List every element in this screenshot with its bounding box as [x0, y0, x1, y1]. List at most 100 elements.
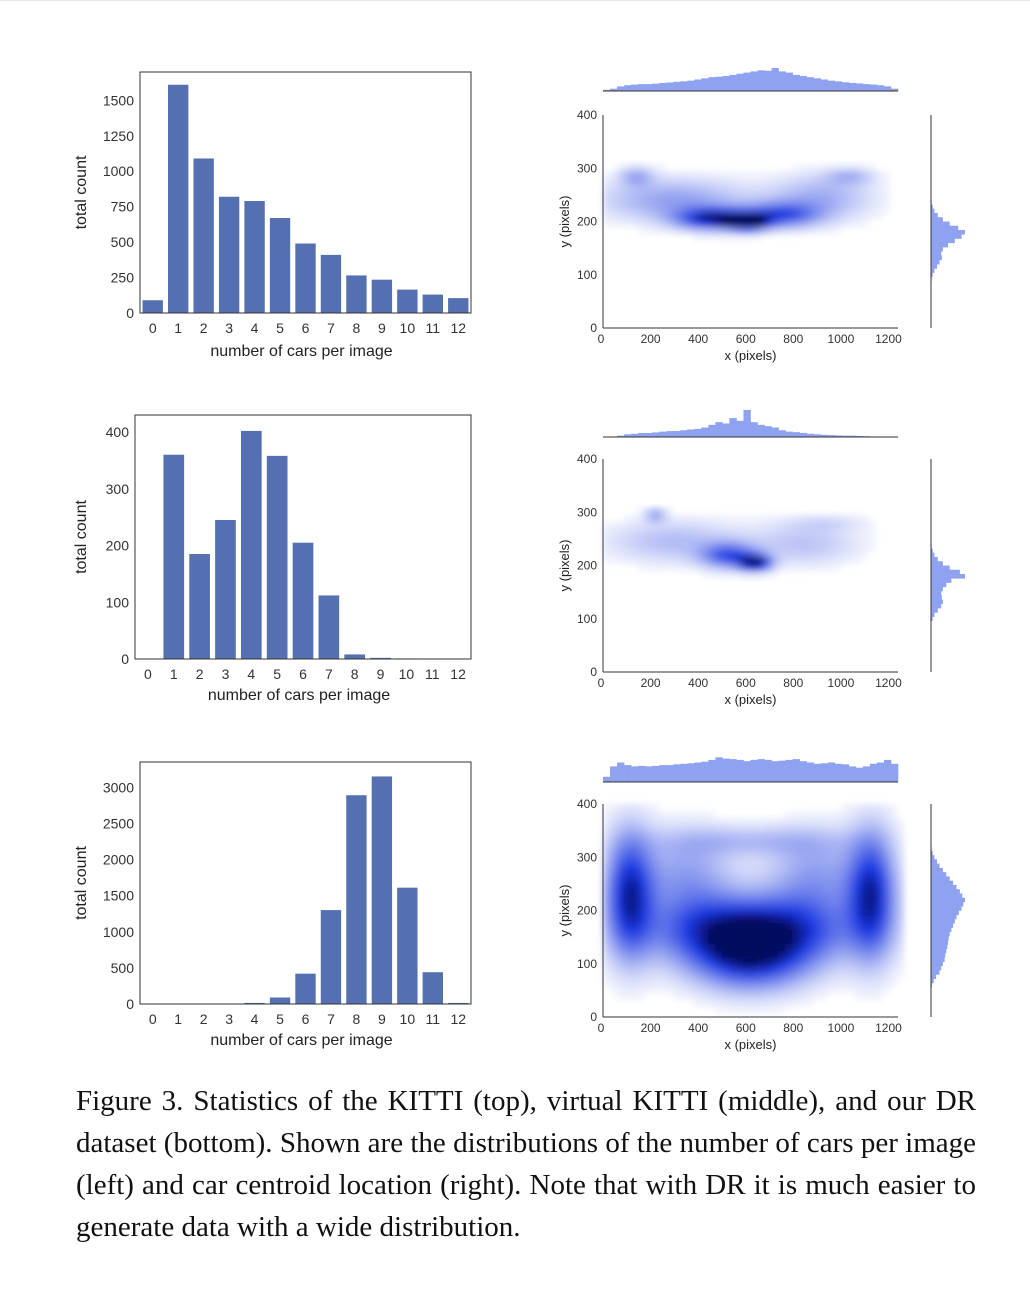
plot-frame [139, 71, 472, 314]
y-tick-label: 400 [106, 424, 130, 440]
y-marginal-bin [931, 574, 965, 579]
x-marginal-bin [694, 428, 702, 437]
dr-count-chart: 0 1 2 3 4 5 6 7 8 9 10 11 12050010001500200025003000… [73, 761, 472, 1049]
x-marginal-bin [708, 77, 716, 91]
x-marginal-bin [624, 765, 632, 782]
x-marginal-bin [736, 73, 744, 91]
x-tick-label: 800 [783, 332, 803, 346]
x-marginal-bin [645, 84, 653, 91]
y-tick-label: 0 [590, 665, 597, 679]
x-marginal-bin [785, 431, 793, 437]
y-marginal-bin [931, 961, 943, 967]
y-marginal-bin [931, 561, 943, 566]
bar-9 [371, 776, 393, 1004]
y-tick-label: 0 [126, 305, 134, 321]
x-marginal-bin [645, 766, 653, 782]
y-marginal-bin [931, 872, 947, 877]
x-tick-label: 1000 [828, 676, 855, 690]
y-marginal-histogram [930, 804, 965, 1017]
x-marginal-bin [701, 78, 709, 91]
bar-9 [370, 657, 391, 659]
x-tick-label: 4 [251, 1011, 259, 1027]
x-tick-label: 9 [378, 320, 386, 336]
x-marginal-bin [750, 71, 758, 91]
x-marginal-bin [834, 763, 843, 782]
y-marginal-bin [931, 217, 943, 222]
y-marginal-bin [931, 953, 946, 958]
x-marginal-bin [841, 435, 850, 437]
x-tick-label: 1200 [875, 1021, 902, 1035]
y-marginal-bin [931, 876, 950, 881]
x-marginal-bin [813, 763, 822, 782]
y-tick-label: 200 [577, 904, 597, 918]
x-marginal-histogram [603, 410, 898, 438]
x-marginal-bin [659, 765, 667, 782]
x-tick-label: 11 [426, 320, 441, 336]
x-marginal-bin [687, 763, 695, 782]
x-tick-label: 200 [641, 332, 661, 346]
bar-0 [142, 300, 163, 313]
y-marginal-bin [931, 893, 963, 899]
x-marginal-bin [750, 759, 758, 782]
x-tick-label: 11 [426, 1011, 441, 1027]
y-marginal-bin [931, 234, 962, 239]
x-marginal-bin [603, 89, 611, 91]
y-tick-label: 2000 [103, 852, 134, 868]
y-marginal-bin [931, 889, 960, 894]
x-marginal-bin [862, 766, 871, 782]
x-marginal-bin [610, 766, 618, 782]
x-marginal-bin [652, 432, 660, 437]
x-marginal-bin [813, 78, 822, 91]
x-tick-label: 10 [399, 666, 415, 682]
y-marginal-bin [931, 578, 952, 583]
y-marginal-bin [931, 923, 954, 928]
x-marginal-bin [848, 435, 857, 437]
bar-4 [244, 201, 265, 313]
x-tick-label: 5 [273, 666, 281, 682]
y-marginal-bin [931, 970, 940, 975]
y-marginal-bin [931, 910, 959, 916]
y-tick-label: 400 [577, 452, 597, 466]
x-marginal-bin [792, 74, 800, 91]
x-tick-label: 0 [149, 1011, 157, 1027]
x-marginal-bin [848, 766, 857, 782]
x-tick-label: 1000 [828, 332, 855, 346]
bar-5 [266, 455, 288, 659]
dr-centroid-chart: 0 200 400 600 800 1000 1200 0 100 200 300 400 x (pix… [557, 757, 965, 1052]
y-marginal-bin [931, 582, 947, 588]
x-marginal-bin [617, 86, 625, 91]
x-axis-label: x (pixels) [724, 1037, 776, 1052]
y-marginal-bin [931, 569, 960, 575]
x-tick-label: 200 [641, 1021, 661, 1035]
x-marginal-bin [862, 84, 871, 91]
y-marginal-bin [931, 863, 940, 869]
bar-3 [215, 519, 236, 659]
x-marginal-bin [729, 759, 737, 782]
figure-caption: Figure 3. Statistics of the KITTI (top),… [76, 1085, 976, 1243]
x-marginal-bin [792, 432, 800, 437]
vkitti-centroid-chart: 0 200 400 600 800 1000 1200 0 100 200 300 400 x (pix… [557, 410, 965, 707]
y-axis-label: total count [73, 500, 90, 574]
bar-6 [295, 243, 316, 313]
y-marginal-bin [931, 982, 933, 988]
y-marginal-bin [931, 957, 945, 962]
bar-1 [163, 454, 185, 659]
y-tick-label: 200 [577, 215, 597, 229]
x-axis-label: x (pixels) [724, 692, 776, 707]
y-marginal-bin [931, 880, 954, 886]
y-marginal-bin [931, 867, 943, 873]
x-tick-label: 3 [225, 1011, 233, 1027]
y-marginal-bin [931, 948, 947, 954]
figure-3: 0 1 2 3 4 5 6 7 8 9 10 11 120250500750100012501500nu… [73, 68, 965, 1052]
x-marginal-bin [666, 82, 674, 91]
y-marginal-bin [931, 616, 933, 622]
x-marginal-bin [890, 763, 899, 782]
y-tick-label: 500 [111, 960, 135, 976]
x-marginal-bin [617, 435, 625, 437]
x-tick-label: 0 [598, 676, 605, 690]
x-marginal-bin [638, 84, 646, 91]
x-tick-label: 200 [641, 676, 661, 690]
x-tick-label: 0 [598, 332, 605, 346]
bar-8 [344, 654, 366, 659]
x-tick-label: 600 [736, 332, 756, 346]
